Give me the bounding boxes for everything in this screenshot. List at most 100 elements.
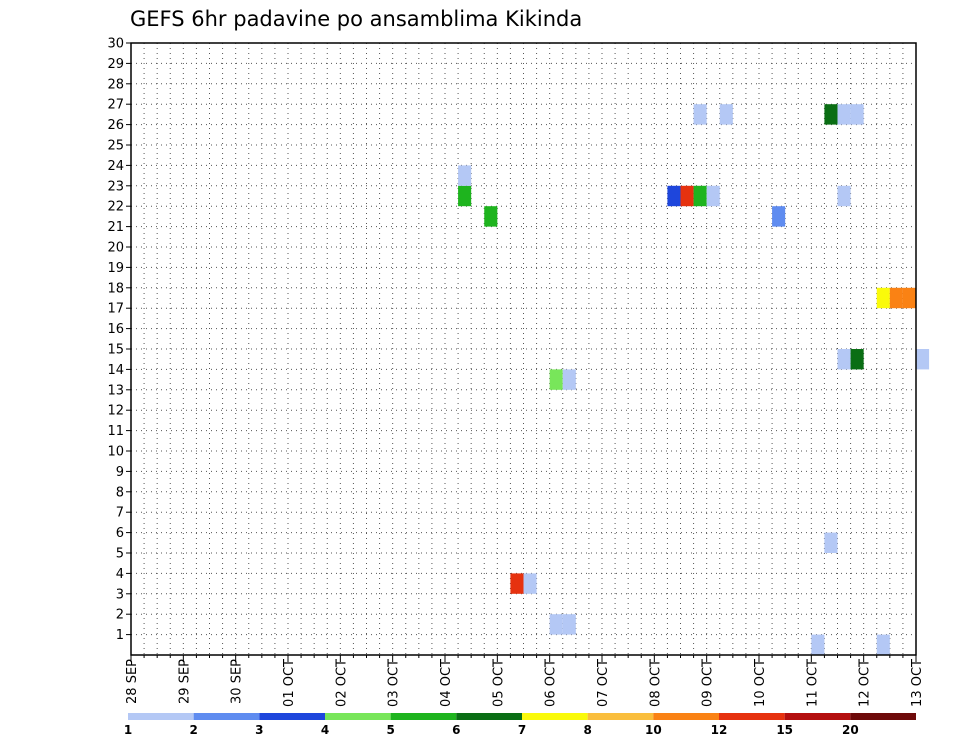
y-tick-label: 17 (107, 302, 124, 317)
colorbar-label: 4 (321, 723, 329, 737)
x-tick-label: 30 SEP (230, 659, 245, 704)
data-cell (811, 634, 825, 655)
colorbar-label: 12 (711, 723, 728, 737)
data-cell (458, 165, 472, 186)
y-tick-label: 5 (116, 547, 124, 562)
x-tick-label: 03 OCT (387, 659, 402, 707)
data-cell (876, 634, 890, 655)
colorbar-label: 1 (124, 723, 132, 737)
colorbar-label: 15 (776, 723, 793, 737)
y-tick-label: 16 (107, 322, 124, 337)
colorbar-label: 10 (645, 723, 662, 737)
colorbar-label: 2 (189, 723, 197, 737)
colorbar-swatch (456, 713, 522, 720)
y-tick-label: 10 (107, 445, 124, 460)
colorbar-swatch (719, 713, 785, 720)
y-tick-label: 15 (107, 343, 124, 358)
data-cells (458, 104, 930, 655)
data-cell (458, 185, 472, 207)
colorbar-label: 8 (583, 723, 591, 737)
y-tick-label: 23 (107, 179, 124, 194)
y-tick-label: 2 (116, 608, 124, 623)
y-tick-label: 30 (107, 37, 124, 52)
data-cell (562, 614, 576, 635)
data-cell (824, 532, 838, 553)
colorbar-swatch (587, 713, 654, 720)
y-tick-label: 8 (116, 485, 124, 500)
data-cell (837, 349, 851, 370)
x-tick-label: 01 OCT (282, 659, 297, 707)
data-cell (484, 206, 498, 227)
x-tick-label: 02 OCT (334, 659, 349, 707)
grid-lines (131, 42, 916, 655)
data-cell (837, 185, 851, 207)
x-tick-label: 12 OCT (858, 659, 873, 707)
y-tick-label: 1 (116, 628, 124, 643)
y-tick-label: 22 (107, 200, 124, 215)
x-tick-label: 05 OCT (491, 659, 506, 707)
y-tick-label: 25 (107, 139, 124, 154)
data-cell (850, 349, 864, 370)
data-cell (706, 185, 720, 207)
colorbar-label: 20 (842, 723, 859, 737)
chart-title: GEFS 6hr padavine po ansamblima Kikinda (130, 7, 582, 31)
x-tick-label: 09 OCT (701, 659, 716, 707)
y-tick-label: 4 (116, 567, 124, 582)
colorbar-swatch (390, 713, 457, 720)
colorbar-legend: 1 2 3 4 5 6 7 8 10 12 15 20 (124, 713, 916, 737)
y-tick-label: 3 (116, 587, 124, 602)
data-cell (549, 369, 563, 390)
data-cell (510, 573, 524, 594)
y-tick-label: 14 (107, 363, 124, 378)
y-tick-label: 24 (107, 159, 124, 174)
colorbar-label: 3 (255, 723, 263, 737)
x-tick-label: 08 OCT (648, 659, 663, 707)
data-cell (876, 287, 890, 309)
y-tick-label: 28 (107, 77, 124, 92)
data-cell (562, 369, 576, 390)
colorbar-swatch (850, 713, 916, 720)
x-tick-label: 13 OCT (910, 659, 925, 707)
colorbar-swatch (193, 713, 260, 720)
y-tick-label: 19 (107, 261, 124, 276)
colorbar-swatch (653, 713, 719, 720)
data-cell (549, 614, 563, 635)
x-tick-label: 06 OCT (544, 659, 559, 707)
y-tick-label: 26 (107, 118, 124, 133)
colorbar-swatch (522, 713, 588, 720)
colorbar-swatch (325, 713, 391, 720)
y-tick-label: 9 (116, 465, 124, 480)
axes: 1234567891011121314151617181920212223242… (107, 37, 925, 707)
x-tick-label: 28 SEP (125, 659, 140, 704)
colorbar-swatch (128, 713, 194, 720)
data-cell (824, 104, 838, 125)
data-cell (667, 185, 681, 207)
x-tick-label: 10 OCT (753, 659, 768, 707)
data-cell (680, 185, 694, 207)
colorbar-label: 7 (518, 723, 526, 737)
y-tick-label: 12 (107, 404, 124, 419)
data-cell (902, 287, 916, 309)
colorbar-swatch (259, 713, 325, 720)
data-cell (523, 573, 537, 594)
data-cell (693, 185, 707, 207)
x-tick-label: 04 OCT (439, 659, 454, 707)
data-cell (772, 206, 786, 227)
data-cell (837, 104, 851, 125)
data-cell (693, 104, 707, 125)
y-tick-label: 13 (107, 383, 124, 398)
y-tick-label: 7 (116, 506, 124, 521)
x-tick-label: 07 OCT (596, 659, 611, 707)
x-tick-label: 29 SEP (177, 659, 192, 704)
y-tick-label: 18 (107, 281, 124, 296)
colorbar-label: 6 (452, 723, 460, 737)
data-cell (889, 287, 903, 309)
y-tick-label: 6 (116, 526, 124, 541)
y-tick-label: 29 (107, 57, 124, 72)
y-tick-label: 21 (107, 220, 124, 235)
y-tick-label: 27 (107, 98, 124, 113)
x-tick-label: 11 OCT (805, 659, 820, 707)
colorbar-swatch (784, 713, 851, 720)
data-cell (719, 104, 733, 125)
